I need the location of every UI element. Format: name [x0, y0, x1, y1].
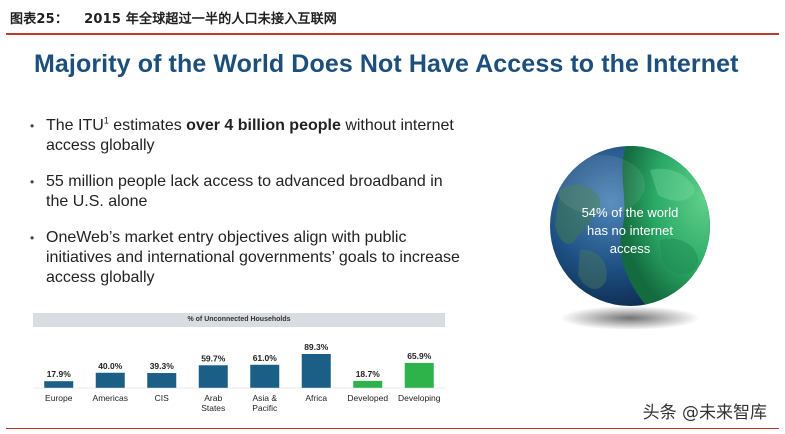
bullet-emphasis: over 4 billion people	[186, 117, 341, 134]
figure-caption: 图表25： 2015 年全球超过一半的人口未接入互联网	[10, 8, 337, 27]
category-label: Developed	[347, 393, 388, 403]
slide-title: Majority of the World Does Not Have Acce…	[34, 50, 739, 78]
chart-bar	[95, 372, 125, 388]
chart-bar	[44, 381, 74, 388]
top-divider	[6, 33, 779, 35]
bullet-text: The ITU	[46, 117, 104, 134]
bar-chart-svg: 17.9% Europe 40.0% Americas 39.3% CIS 59.7% Ara…	[33, 342, 445, 413]
globe-caption-line: has no internet	[586, 223, 673, 238]
watermark: 头条 @未来智库	[642, 403, 767, 423]
chart-bar	[250, 364, 280, 388]
category-label: Arab	[204, 393, 222, 403]
bar-value-label: 39.3%	[150, 361, 175, 371]
bar-value-label: 59.7%	[201, 353, 226, 363]
globe-caption-line: access	[609, 241, 651, 256]
bullet-text: OneWeb’s market entry objectives align w…	[46, 229, 460, 286]
category-label: Americas	[93, 393, 128, 403]
chart-bar	[198, 365, 228, 388]
category-label: Developing	[398, 393, 441, 403]
bar-value-label: 65.9%	[407, 351, 432, 361]
bar-value-label: 89.3%	[304, 342, 329, 352]
chart-bar	[301, 354, 331, 388]
bullet-list: The ITU1 estimates over 4 billion people…	[30, 116, 460, 304]
bar-value-label: 18.7%	[356, 369, 381, 379]
bullet-text: without internet access globally	[46, 117, 454, 154]
figure-label: 图表25：	[10, 12, 69, 27]
chart-bar	[147, 373, 177, 388]
globe-icon	[550, 146, 710, 330]
category-label: Pacific	[252, 403, 278, 413]
bullet-item: OneWeb’s market entry objectives align w…	[30, 228, 460, 288]
figure-title: 2015 年全球超过一半的人口未接入互联网	[84, 12, 338, 27]
bar-value-label: 61.0%	[253, 353, 278, 363]
globe-caption-line: 54% of the world	[581, 205, 679, 220]
bar-value-label: 40.0%	[98, 361, 123, 371]
bullet-item: The ITU1 estimates over 4 billion people…	[30, 116, 460, 156]
category-label: CIS	[155, 393, 170, 403]
bar-value-label: 17.9%	[47, 369, 72, 379]
unconnected-households-chart: % of Unconnected Households 17.9% Europe 4…	[33, 313, 445, 423]
category-label: Asia &	[252, 393, 277, 403]
bullet-item: 55 million people lack access to advance…	[30, 172, 460, 212]
chart-bar	[353, 380, 383, 388]
chart-title: % of Unconnected Households	[33, 313, 445, 327]
bullet-text: 55 million people lack access to advance…	[46, 173, 443, 210]
category-label: States	[201, 403, 225, 413]
globe-graphic: 54% of the world has no internet access	[540, 130, 720, 340]
chart-bar	[404, 362, 434, 388]
globe-caption: 54% of the world has no internet access	[540, 204, 720, 258]
category-label: Europe	[45, 393, 73, 403]
category-label: Africa	[305, 393, 327, 403]
bottom-divider	[6, 428, 779, 429]
footnote-marker: 1	[103, 115, 109, 126]
bullet-text: estimates	[108, 117, 187, 134]
